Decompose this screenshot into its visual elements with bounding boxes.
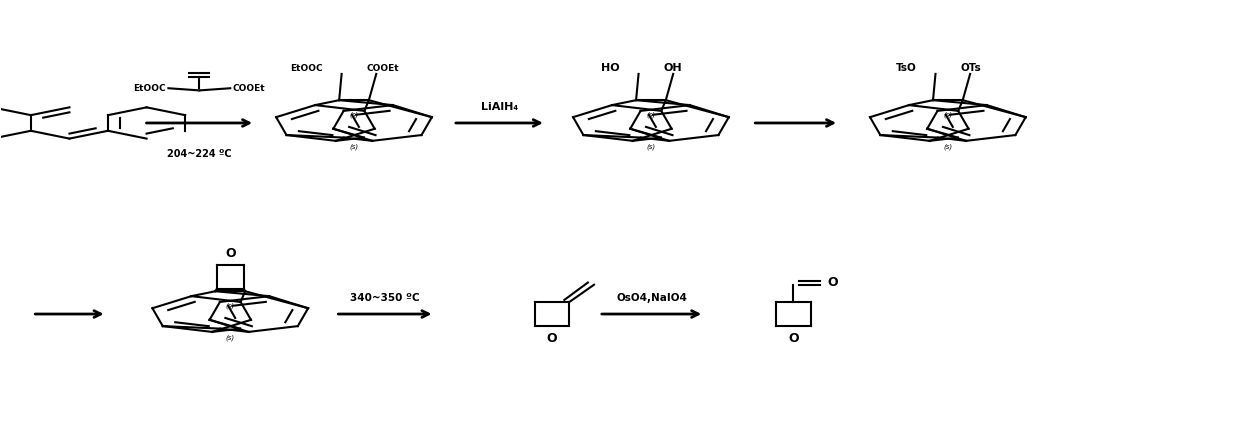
Text: OTs: OTs	[960, 63, 981, 73]
Text: (s): (s)	[646, 144, 656, 150]
Text: OsO4,NaIO4: OsO4,NaIO4	[616, 293, 687, 303]
Text: O: O	[224, 247, 236, 260]
Text: (s): (s)	[350, 111, 358, 118]
Text: O: O	[547, 333, 557, 346]
Text: (s): (s)	[646, 111, 656, 118]
Text: EtOOC: EtOOC	[134, 84, 166, 93]
Text: COOEt: COOEt	[366, 64, 399, 73]
Text: 340~350 ºC: 340~350 ºC	[350, 293, 420, 303]
Text: LiAlH₄: LiAlH₄	[481, 102, 518, 112]
Text: O: O	[828, 277, 838, 289]
Text: O: O	[787, 333, 799, 346]
Text: (s): (s)	[226, 302, 234, 309]
Text: TsO: TsO	[897, 63, 916, 73]
Text: (s): (s)	[350, 144, 358, 150]
Text: (s): (s)	[944, 111, 952, 118]
Text: (s): (s)	[226, 335, 234, 341]
Text: 204~224 ºC: 204~224 ºC	[167, 149, 232, 159]
Text: (s): (s)	[944, 144, 952, 150]
Text: HO: HO	[601, 63, 620, 73]
Text: COOEt: COOEt	[233, 84, 265, 93]
Text: EtOOC: EtOOC	[290, 64, 324, 73]
Text: OH: OH	[663, 63, 682, 73]
